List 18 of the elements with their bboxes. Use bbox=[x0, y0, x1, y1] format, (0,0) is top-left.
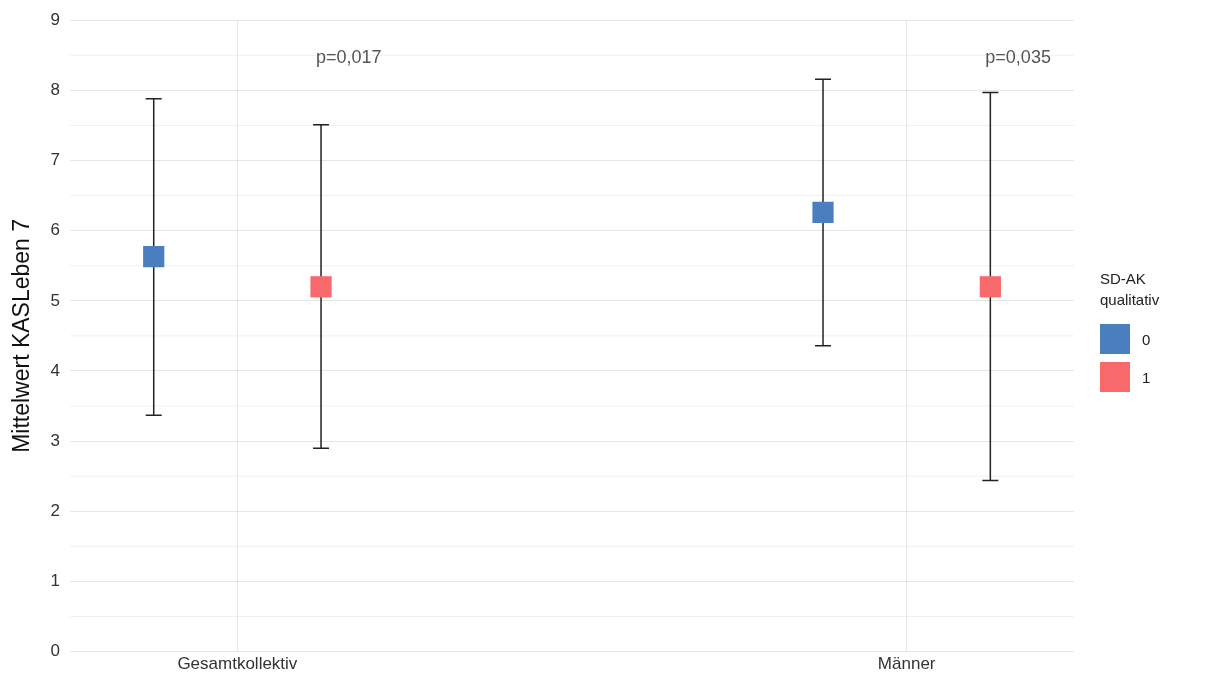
annotation: p=0,017 bbox=[316, 47, 382, 68]
y-tick-label: 4 bbox=[50, 360, 61, 380]
annotation: p=0,035 bbox=[985, 47, 1051, 68]
legend-label: 1 bbox=[1142, 368, 1151, 386]
y-tick-label: 1 bbox=[50, 571, 61, 591]
y-tick-label: 0 bbox=[50, 641, 61, 661]
x-tick-label: Gesamtkollektiv bbox=[177, 654, 298, 674]
legend-label: 0 bbox=[1142, 330, 1151, 348]
x-tick-label: Männer bbox=[877, 654, 936, 674]
y-axis-title: Mittelwert KASLeben 7 bbox=[8, 218, 35, 453]
y-tick-label: 5 bbox=[50, 290, 61, 310]
y-tick-label: 7 bbox=[50, 150, 61, 170]
legend-title: SD-AK qualitativ bbox=[1100, 269, 1161, 310]
y-tick-label: 3 bbox=[50, 430, 61, 450]
y-tick-label: 6 bbox=[50, 220, 61, 240]
y-tick-label: 8 bbox=[50, 80, 61, 100]
y-tick-label: 2 bbox=[50, 500, 61, 520]
y-tick-label: 9 bbox=[50, 9, 61, 29]
